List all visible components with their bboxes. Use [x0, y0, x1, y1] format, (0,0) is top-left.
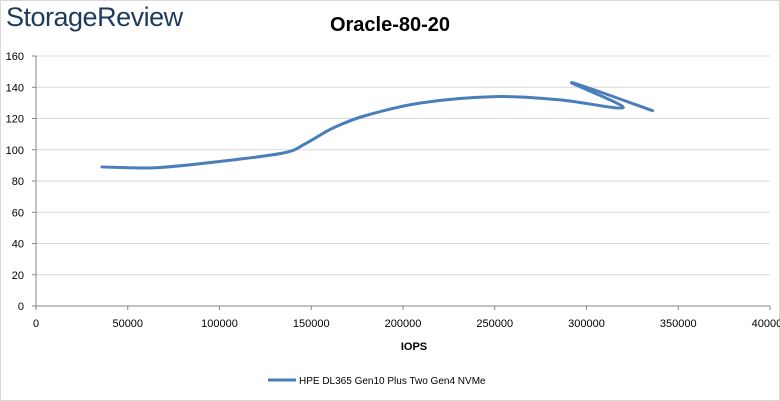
y-tick-label: 140: [6, 82, 24, 94]
storagereview-logo: StorageReview: [6, 2, 183, 32]
y-tick-label: 160: [6, 51, 24, 63]
y-tick-label: 20: [12, 270, 24, 282]
series-line-0: [100, 81, 655, 170]
x-tick-label: 400000: [752, 318, 780, 330]
x-tick-label: 0: [33, 318, 39, 330]
series-lines: [100, 81, 655, 170]
x-tick-label: 300000: [568, 318, 605, 330]
y-tick-label: 60: [12, 207, 24, 219]
axes: [32, 55, 771, 310]
y-tick-labels: 0 20 40 60 80 100 120 140 160: [6, 51, 24, 313]
x-axis-title: IOPS: [401, 341, 427, 353]
x-tick-label: 250000: [476, 318, 513, 330]
y-tick-label: 0: [18, 301, 24, 313]
x-tick-label: 50000: [112, 318, 143, 330]
x-tick-label: 100000: [201, 318, 238, 330]
x-tick-label: 200000: [385, 318, 422, 330]
gridlines: [36, 55, 770, 276]
y-tick-label: 100: [6, 145, 24, 157]
x-tick-label: 350000: [660, 318, 697, 330]
legend: HPE DL365 Gen10 Plus Two Gen4 NVMe: [268, 376, 486, 387]
y-tick-label: 40: [12, 239, 24, 251]
chart-title: Oracle-80-20: [329, 14, 451, 36]
y-tick-label: 80: [12, 176, 24, 188]
x-tick-label: 150000: [293, 318, 330, 330]
y-tick-label: 120: [6, 114, 24, 126]
legend-label: HPE DL365 Gen10 Plus Two Gen4 NVMe: [299, 376, 486, 387]
x-tick-labels: 0 50000 100000 150000 200000 250000 300000 3500…: [33, 318, 780, 330]
